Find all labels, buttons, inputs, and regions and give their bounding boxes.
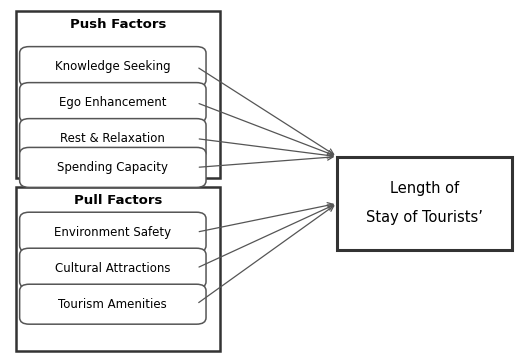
Text: Push Factors: Push Factors [70, 18, 166, 31]
Text: Tourism Amenities: Tourism Amenities [58, 298, 167, 311]
FancyBboxPatch shape [20, 148, 206, 187]
FancyBboxPatch shape [20, 248, 206, 288]
Text: Spending Capacity: Spending Capacity [57, 161, 168, 174]
FancyBboxPatch shape [20, 46, 206, 87]
Text: Ego Enhancement: Ego Enhancement [59, 96, 167, 109]
Text: Knowledge Seeking: Knowledge Seeking [55, 60, 170, 73]
FancyBboxPatch shape [16, 187, 220, 351]
FancyBboxPatch shape [337, 157, 512, 250]
Text: Environment Safety: Environment Safety [54, 226, 172, 239]
Text: Pull Factors: Pull Factors [74, 194, 162, 207]
FancyBboxPatch shape [20, 119, 206, 158]
FancyBboxPatch shape [20, 83, 206, 122]
Text: Stay of Tourists’: Stay of Tourists’ [366, 210, 483, 225]
Text: Cultural Attractions: Cultural Attractions [55, 262, 170, 275]
Text: Rest & Relaxation: Rest & Relaxation [61, 132, 165, 145]
FancyBboxPatch shape [20, 212, 206, 252]
Text: Length of: Length of [390, 181, 459, 197]
FancyBboxPatch shape [16, 11, 220, 178]
FancyBboxPatch shape [20, 284, 206, 324]
